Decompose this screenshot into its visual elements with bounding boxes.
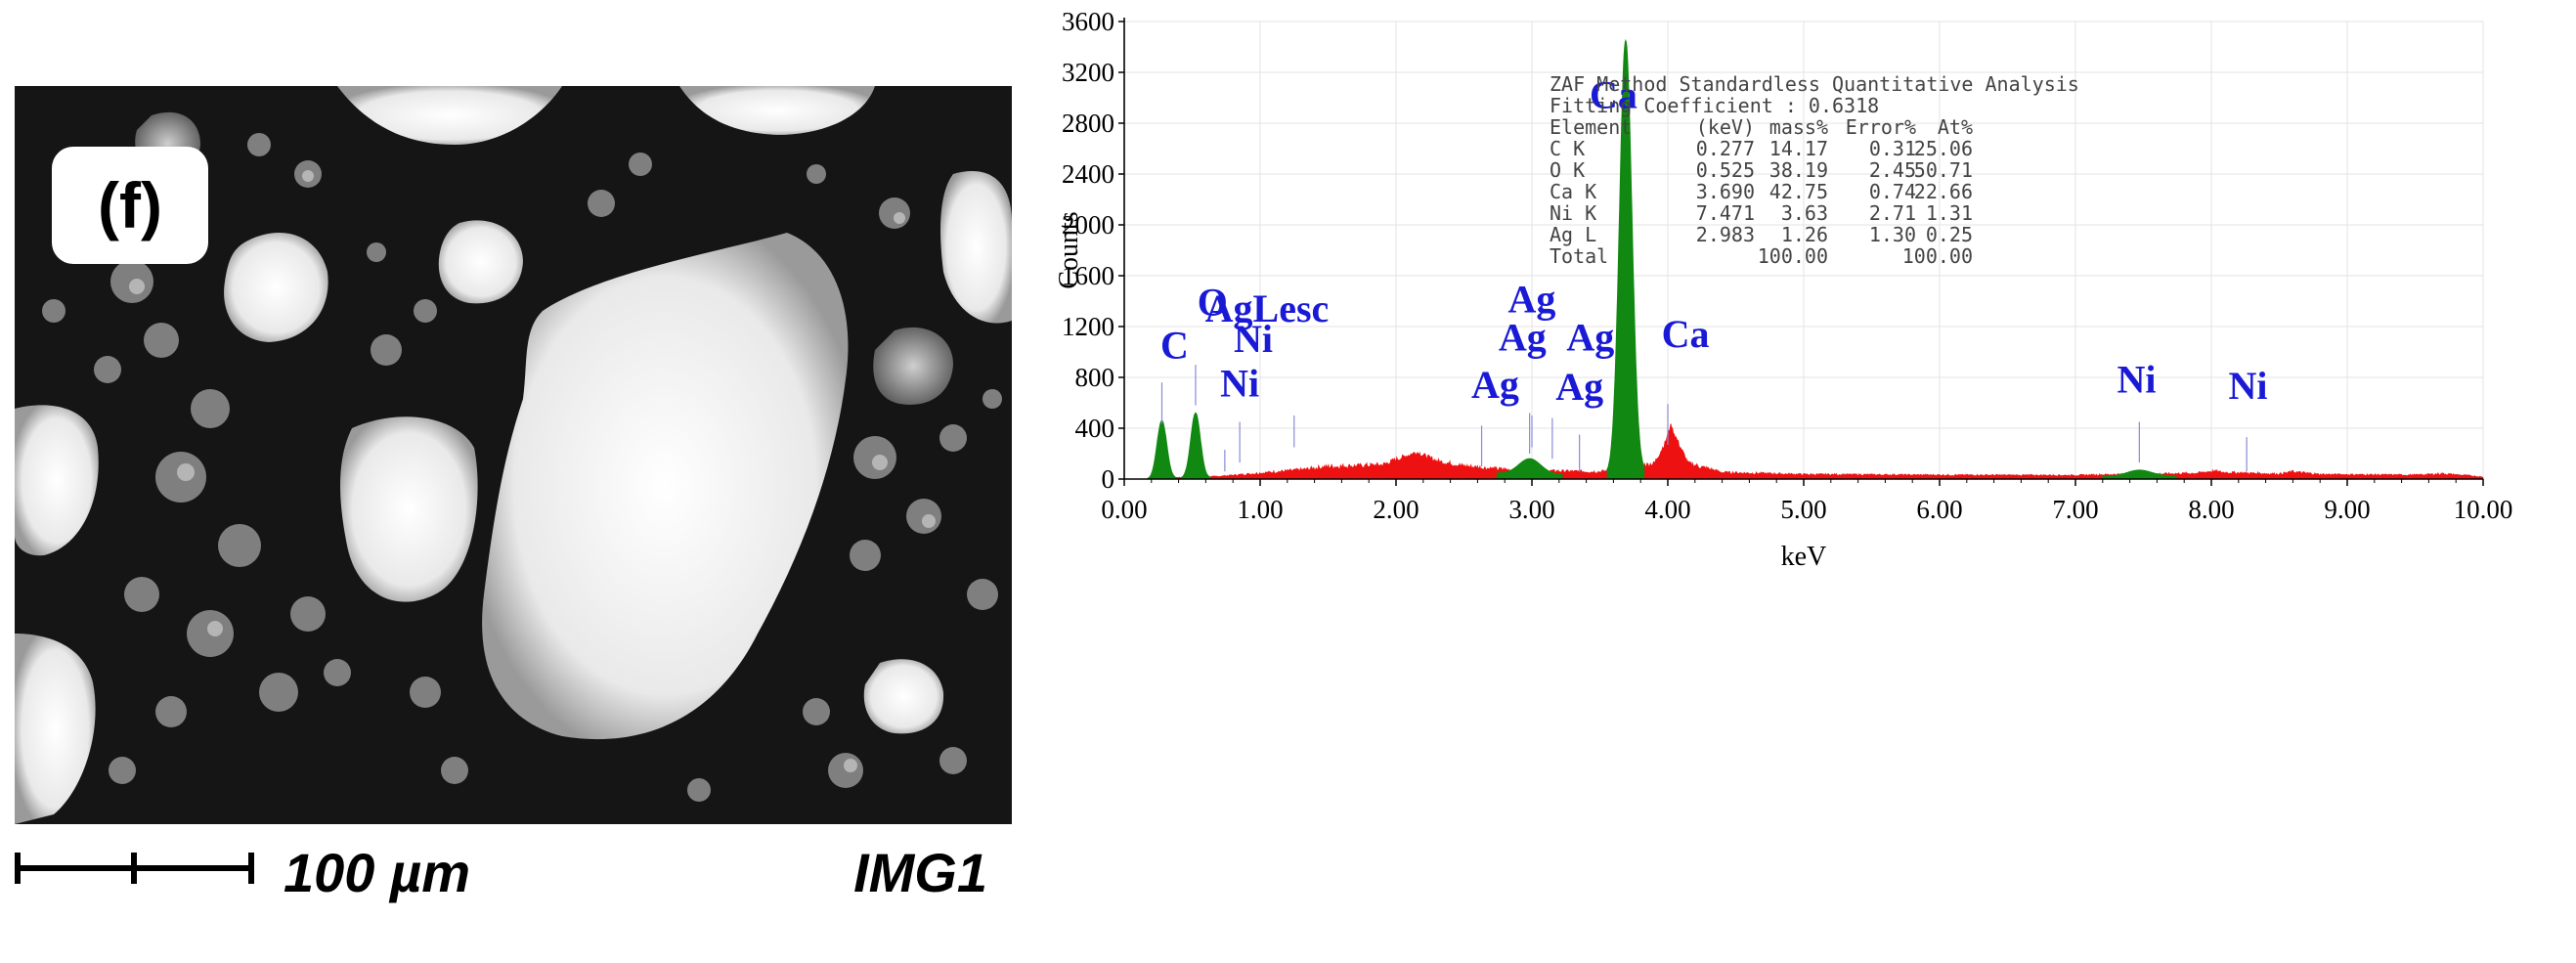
peak-label-ag: Ag	[1566, 316, 1614, 360]
x-tick-label: 7.00	[2052, 495, 2098, 524]
x-axis-title: keV	[1781, 542, 1827, 572]
peak-ni	[2102, 469, 2177, 480]
peak-label-ag: Ag	[1555, 365, 1603, 409]
quant-table: ZAF Method Standardless Quantitative Ana…	[1550, 72, 2079, 268]
y-tick-label: 3200	[1062, 58, 1114, 87]
quant-cell: 3.690	[1696, 180, 1755, 203]
quant-cell: 38.19	[1769, 158, 1828, 182]
eds-spectrum-chart: 0 400 800 1200 1600 2000 2400 2800 3200 3600 0.00 1…	[1054, 7, 2512, 572]
quant-cell: 1.26	[1781, 223, 1828, 246]
quant-header-cell: (keV)	[1696, 115, 1755, 139]
peak-c	[1147, 419, 1177, 480]
quant-total-cell: 100.00	[1902, 244, 1973, 268]
chart-axes	[1118, 18, 2484, 486]
peak-ag	[1496, 458, 1563, 480]
quant-cell: Ca K	[1550, 180, 1596, 203]
x-tick-label: 1.00	[1237, 495, 1283, 524]
peak-label-c: C	[1160, 324, 1189, 368]
quant-total-cell: Total	[1550, 244, 1608, 268]
y-tick-label: 2400	[1062, 159, 1114, 189]
y-tick-label: 3600	[1062, 7, 1114, 36]
peak-label-ni: Ni	[1234, 317, 1273, 361]
x-tick-label: 9.00	[2324, 495, 2370, 524]
quant-header-cell: At%	[1938, 115, 1973, 139]
peak-label-ni: Ni	[2229, 364, 2268, 408]
quant-total-cell: 100.00	[1758, 244, 1828, 268]
quant-cell: O K	[1550, 158, 1585, 182]
quant-cell: 0.31	[1869, 137, 1916, 160]
x-tick-label: 5.00	[1780, 495, 1826, 524]
background-spectrum	[1150, 423, 2484, 480]
peak-label-ca: Ca	[1590, 72, 1637, 116]
quant-cell: 50.71	[1914, 158, 1973, 182]
x-tick-label: 3.00	[1508, 495, 1554, 524]
quant-cell: 0.25	[1926, 223, 1973, 246]
x-tick-label: 10.00	[2454, 495, 2513, 524]
quant-cell: Ni K	[1550, 201, 1596, 225]
y-tick-label: 1200	[1062, 312, 1114, 341]
peak-label-ca: Ca	[1662, 312, 1710, 356]
quant-cell: C K	[1550, 137, 1585, 160]
x-tick-label: 6.00	[1916, 495, 1962, 524]
y-tick-label: 2800	[1062, 109, 1114, 138]
peak-ca	[1606, 38, 1645, 480]
peak-o	[1180, 412, 1211, 480]
quant-cell: 2.45	[1869, 158, 1916, 182]
x-tick-label: 4.00	[1644, 495, 1690, 524]
quant-cell: 0.525	[1696, 158, 1755, 182]
quant-fit: Fitting Coefficient : 0.6318	[1550, 94, 1879, 117]
peak-label-ag: Ag	[1471, 363, 1519, 407]
quant-cell: 0.74	[1869, 180, 1916, 203]
y-axis-title: Counts	[1054, 211, 1084, 288]
quant-cell: 1.31	[1926, 201, 1973, 225]
panel-label: (f)	[52, 147, 208, 264]
y-tick-label: 0	[1102, 464, 1115, 494]
chart-grid	[1123, 21, 2484, 480]
quant-cell: 25.06	[1914, 137, 1973, 160]
quant-cell: 2.983	[1696, 223, 1755, 246]
quant-cell: 0.277	[1696, 137, 1755, 160]
peak-label-ag: Ag	[1508, 278, 1556, 322]
quant-cell: 1.30	[1869, 223, 1916, 246]
x-tick-label: 2.00	[1373, 495, 1419, 524]
x-tick-label: 8.00	[2188, 495, 2234, 524]
quant-cell: 3.63	[1781, 201, 1828, 225]
peak-marker-lines	[1160, 365, 2248, 472]
quant-header-cell: Error%	[1846, 115, 1916, 139]
peak-label-ni: Ni	[2118, 358, 2157, 402]
quant-header-cell: mass%	[1769, 115, 1828, 139]
quant-title: ZAF Method Standardless Quantitative Ana…	[1550, 72, 2079, 96]
quant-cell: 42.75	[1769, 180, 1828, 203]
peak-label-ag: Ag	[1499, 316, 1547, 360]
x-tick-label: 0.00	[1101, 495, 1147, 524]
quant-cell: Ag L	[1550, 223, 1596, 246]
scale-label: 100 µm	[284, 842, 471, 903]
peak-label-o: O	[1198, 280, 1228, 324]
spectrum-area	[1150, 423, 2484, 480]
peak-label-aglesc: AgLesc	[1205, 286, 1330, 330]
quant-cell: 22.66	[1914, 180, 1973, 203]
y-tick-label: 2000	[1062, 210, 1114, 240]
quant-cell: 2.71	[1869, 201, 1916, 225]
quant-cell: 14.17	[1769, 137, 1828, 160]
quant-cell: 7.471	[1696, 201, 1755, 225]
peak-areas	[1147, 38, 2177, 480]
y-tick-label: 800	[1075, 363, 1115, 392]
peak-label-ni: Ni	[1220, 362, 1259, 406]
y-tick-label: 1600	[1062, 261, 1114, 290]
scale-bar	[15, 853, 254, 884]
y-tick-label: 400	[1075, 414, 1115, 443]
quant-header-cell: Element	[1550, 115, 1632, 139]
tick-labels: 0 400 800 1200 1600 2000 2400 2800 3200 3600 0.00 1…	[1062, 7, 2512, 524]
image-label: IMG1	[853, 842, 987, 903]
